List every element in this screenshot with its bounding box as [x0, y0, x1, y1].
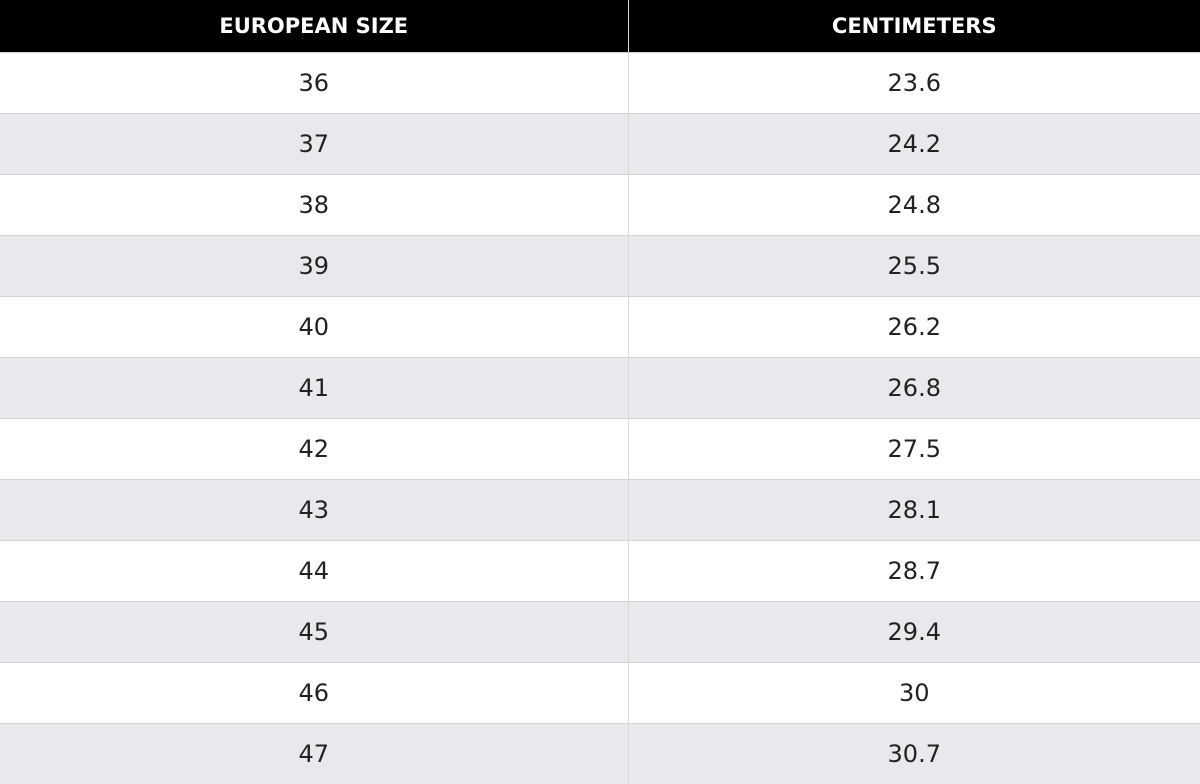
size-cell: 43: [0, 480, 628, 541]
size-cell: 39: [0, 236, 628, 297]
cm-cell: 26.8: [628, 358, 1200, 419]
header-cell: CENTIMETERS: [628, 0, 1200, 53]
header-row: EUROPEAN SIZE CENTIMETERS: [0, 0, 1200, 53]
cm-cell: 27.5: [628, 419, 1200, 480]
size-cell: 38: [0, 175, 628, 236]
size-cell: 42: [0, 419, 628, 480]
cm-cell: 28.1: [628, 480, 1200, 541]
cm-cell: 24.8: [628, 175, 1200, 236]
cm-cell: 24.2: [628, 114, 1200, 175]
size-cell: 41: [0, 358, 628, 419]
cm-cell: 30: [628, 663, 1200, 724]
size-cell: 44: [0, 541, 628, 602]
size-cell: 37: [0, 114, 628, 175]
cm-cell: 30.7: [628, 724, 1200, 784]
table-header: EUROPEAN SIZE CENTIMETERS: [0, 0, 1200, 53]
size-cell: 46: [0, 663, 628, 724]
cm-cell: 28.7: [628, 541, 1200, 602]
cm-cell: 23.6: [628, 53, 1200, 114]
size-cell: 47: [0, 724, 628, 784]
header-cell: EUROPEAN SIZE: [0, 0, 628, 53]
size-cell: 36: [0, 53, 628, 114]
size-cell: 40: [0, 297, 628, 358]
cm-cell: 26.2: [628, 297, 1200, 358]
cm-cell: 25.5: [628, 236, 1200, 297]
size-cell: 45: [0, 602, 628, 663]
cm-cell: 29.4: [628, 602, 1200, 663]
